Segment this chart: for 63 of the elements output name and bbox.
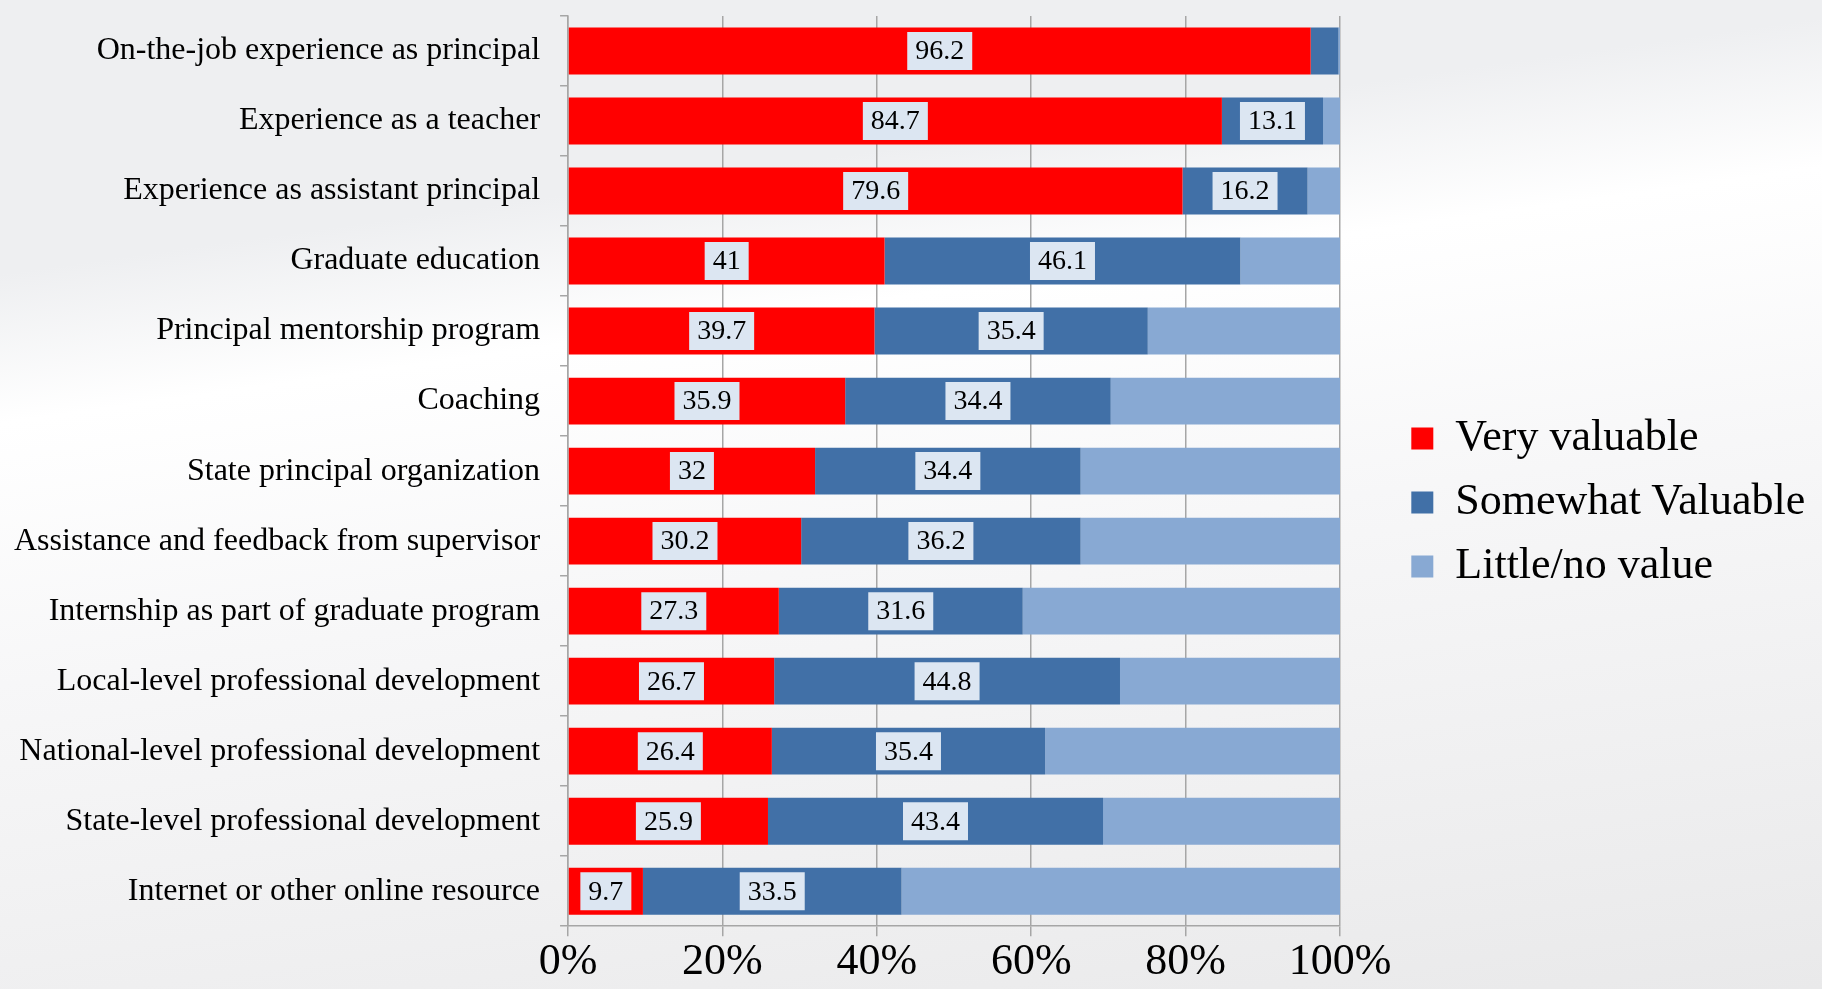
data-label: 33.5 [747, 874, 797, 906]
data-label: 96.2 [915, 34, 965, 66]
data-label: 30.2 [660, 524, 710, 556]
y-tick-label: Principal mentorship program [156, 310, 541, 347]
data-label: 32 [677, 454, 706, 486]
bar [1103, 797, 1340, 845]
bar [1307, 167, 1340, 215]
legend-label: Little/no value [1455, 539, 1714, 589]
bar [1110, 377, 1340, 425]
data-label: 41 [712, 244, 741, 276]
y-tick-label: Internet or other online resource [127, 870, 541, 907]
data-label: 35.9 [682, 384, 732, 416]
data-label: 9.7 [588, 874, 624, 906]
x-tick-label: 100% [1288, 935, 1392, 985]
bar [1310, 27, 1339, 75]
bar [1119, 657, 1340, 705]
data-label: 16.2 [1220, 174, 1270, 206]
y-tick-label: Coaching [417, 380, 541, 417]
y-tick-label: State principal organization [186, 450, 541, 487]
x-tick-label: 40% [836, 935, 918, 985]
data-label: 44.8 [922, 664, 972, 696]
x-tick-label: 20% [682, 935, 763, 985]
y-tick-label: Experience as a teacher [238, 100, 541, 137]
data-label: 35.4 [986, 314, 1036, 346]
data-label: 27.3 [649, 594, 699, 626]
bar [901, 867, 1340, 915]
y-tick-label: Graduate education [290, 240, 541, 277]
bar [1147, 307, 1340, 355]
bar [568, 167, 1183, 215]
x-tick-label: 60% [990, 935, 1072, 985]
y-tick-label: Internship as part of graduate program [48, 590, 541, 627]
bar [568, 97, 1222, 145]
legend-label: Somewhat Valuable [1455, 475, 1806, 525]
bar [1240, 237, 1340, 285]
bar [1080, 517, 1340, 565]
data-label: 79.6 [851, 174, 901, 206]
data-label: 25.9 [643, 804, 693, 836]
y-tick-label: National-level professional development [19, 730, 541, 767]
data-label: 34.4 [923, 454, 973, 486]
data-label: 31.6 [876, 594, 926, 626]
data-label: 26.7 [646, 664, 696, 696]
y-tick-label: Local-level professional development [56, 660, 541, 697]
y-tick-label: On-the-job experience as principal [96, 30, 541, 67]
data-label: 39.7 [697, 314, 747, 346]
x-tick-label: 80% [1145, 935, 1226, 985]
data-label: 43.4 [911, 804, 960, 836]
data-label: 26.4 [645, 734, 695, 766]
y-tick-label: Experience as assistant principal [123, 170, 541, 207]
data-label: 36.2 [916, 524, 966, 556]
legend-label: Very valuable [1455, 411, 1699, 461]
x-tick-label: 0% [538, 935, 598, 985]
data-label: 13.1 [1247, 104, 1297, 136]
bar [1323, 97, 1340, 145]
data-label: 84.7 [870, 104, 920, 136]
y-tick-label: Assistance and feedback from supervisor [14, 520, 541, 557]
bar [1022, 587, 1340, 635]
y-tick-label: State-level professional development [65, 800, 541, 837]
bar [1045, 727, 1340, 775]
bar [568, 27, 1311, 75]
data-label: 46.1 [1037, 244, 1087, 276]
bar [1080, 447, 1340, 495]
data-label: 35.4 [883, 734, 933, 766]
data-label: 34.4 [953, 384, 1003, 416]
